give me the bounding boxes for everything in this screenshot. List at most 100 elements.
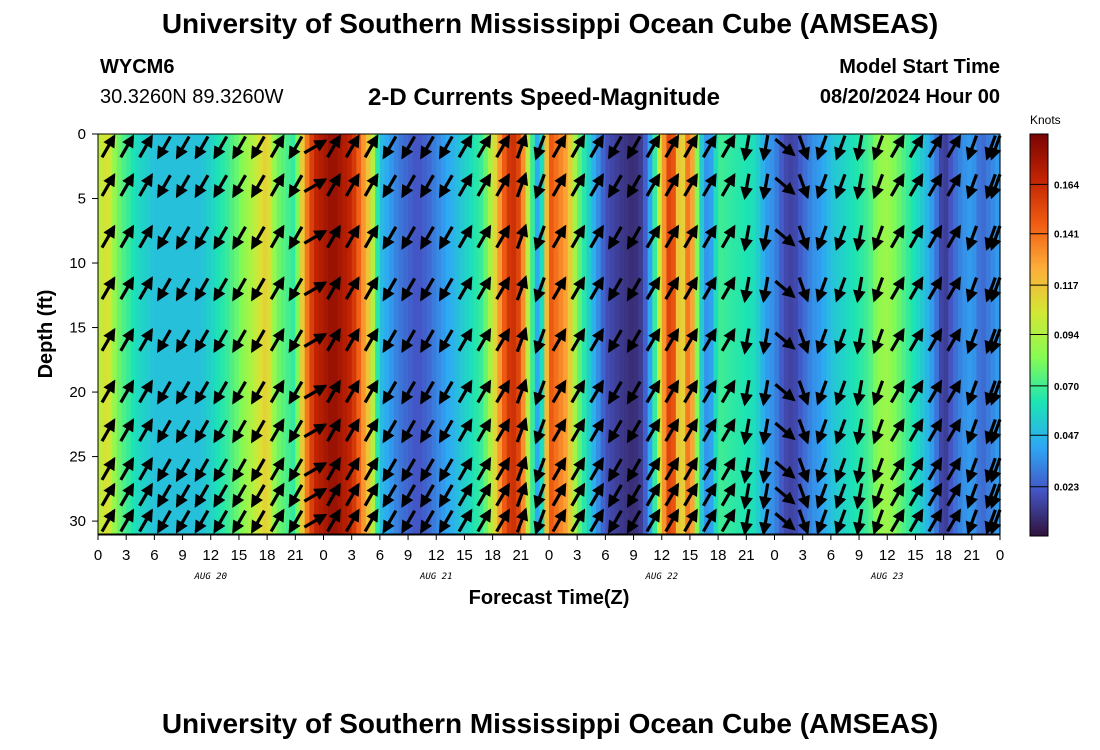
current-arrow — [570, 482, 586, 507]
current-arrow — [269, 134, 285, 159]
current-arrow — [551, 508, 567, 533]
heatmap-cell — [229, 134, 235, 534]
current-arrow — [701, 379, 717, 404]
heatmap-cell — [779, 134, 785, 534]
current-arrow — [119, 456, 135, 481]
current-arrow — [965, 457, 979, 484]
heatmap-cell — [440, 134, 447, 534]
current-arrow — [194, 226, 210, 250]
current-arrow — [156, 174, 172, 199]
current-arrow — [774, 279, 796, 299]
current-arrow — [946, 173, 962, 197]
heatmap-cell — [755, 134, 762, 534]
current-arrow — [250, 174, 266, 199]
current-arrow — [965, 380, 979, 406]
x-tick-label: 15 — [231, 547, 248, 564]
current-arrow — [100, 508, 116, 533]
current-arrow — [626, 458, 642, 483]
current-arrow — [589, 327, 604, 352]
current-arrow — [664, 173, 680, 197]
current-arrow — [965, 173, 979, 200]
heatmap-cell — [868, 134, 874, 534]
current-arrow — [288, 174, 304, 199]
current-arrow — [250, 484, 266, 508]
current-arrow — [232, 329, 247, 354]
current-arrow — [382, 419, 398, 444]
current-arrow — [551, 379, 567, 404]
current-arrow — [853, 328, 866, 355]
x-tick-label: 12 — [653, 547, 670, 564]
current-arrow — [774, 331, 796, 350]
current-arrow — [175, 277, 191, 302]
current-arrow — [344, 224, 360, 249]
current-arrow — [759, 134, 772, 162]
heatmap-cell — [187, 134, 193, 534]
heatmap-cell — [206, 134, 212, 534]
current-arrow — [515, 481, 529, 508]
current-arrow — [908, 482, 924, 507]
current-arrow — [607, 380, 623, 405]
current-arrow — [457, 418, 473, 442]
current-arrow — [175, 135, 191, 160]
heatmap-cell — [154, 134, 160, 534]
heatmap-cell — [492, 134, 498, 534]
current-arrow — [401, 329, 417, 354]
current-arrow — [589, 379, 604, 404]
x-tick-label: 21 — [287, 547, 304, 564]
current-arrow — [570, 418, 586, 442]
current-arrow — [476, 276, 492, 301]
current-arrow — [774, 137, 796, 157]
current-arrow — [720, 456, 736, 481]
heatmap-cell — [191, 134, 198, 534]
current-arrow — [232, 380, 247, 405]
current-arrow — [645, 418, 661, 442]
current-arrow — [250, 509, 266, 534]
current-arrow — [589, 456, 604, 481]
x-tick-label: 6 — [376, 547, 384, 564]
current-arrow — [250, 277, 266, 302]
current-arrow — [515, 417, 529, 443]
current-arrow — [495, 224, 511, 249]
current-arrow — [213, 329, 229, 354]
current-arrow — [138, 276, 153, 301]
current-arrow — [156, 277, 172, 302]
current-arrow — [363, 327, 379, 352]
current-arrow — [303, 462, 328, 477]
current-arrow — [570, 276, 586, 301]
current-arrow — [269, 276, 285, 301]
heatmap-cell — [718, 134, 724, 534]
heatmap-cell — [285, 134, 292, 534]
current-arrow — [815, 457, 828, 484]
current-arrow — [774, 383, 796, 402]
current-arrow — [815, 328, 828, 355]
heatmap-cell — [525, 134, 531, 534]
current-arrow — [570, 134, 586, 159]
current-arrow — [551, 456, 567, 481]
current-arrow — [946, 379, 962, 404]
current-arrow — [683, 134, 698, 159]
x-tick-label: 6 — [150, 547, 158, 564]
heatmap-cell — [530, 134, 536, 534]
current-arrow — [175, 174, 191, 199]
current-arrow — [382, 329, 398, 354]
page-title: University of Southern Mississippi Ocean… — [161, 8, 939, 39]
current-arrow — [834, 225, 847, 251]
current-arrow — [269, 482, 285, 507]
current-arrow — [645, 173, 661, 197]
current-arrow — [250, 380, 266, 405]
current-arrow — [382, 226, 398, 250]
current-arrow — [989, 418, 1002, 445]
current-arrow — [194, 419, 210, 444]
day-label: AUG 21 — [419, 572, 453, 582]
heatmap-cell — [379, 134, 386, 534]
current-arrow — [664, 456, 680, 481]
current-arrow — [607, 174, 623, 199]
current-arrow — [119, 224, 135, 249]
x-tick-label: 6 — [827, 547, 835, 564]
current-arrow — [457, 482, 473, 507]
current-arrow — [989, 173, 1002, 200]
current-arrow — [551, 173, 567, 197]
current-arrow — [908, 134, 924, 159]
current-arrow — [645, 482, 661, 507]
current-arrow — [645, 456, 661, 481]
